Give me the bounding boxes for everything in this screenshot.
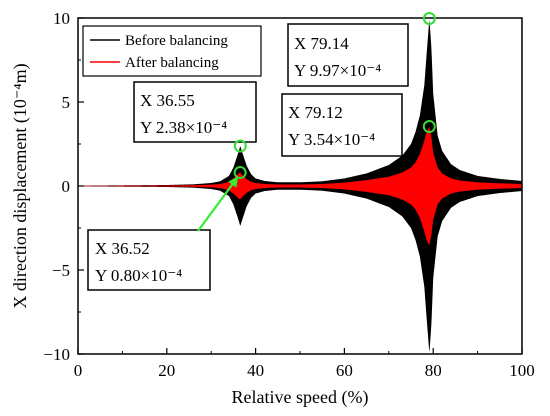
annotation-y-label: Y 2.38×10⁻⁴	[140, 118, 227, 137]
annotation-arrow	[197, 175, 240, 232]
annotation-box	[87, 229, 211, 291]
annotation-y-label: Y 3.54×10⁻⁴	[288, 130, 375, 149]
legend-label-before: Before balancing	[125, 33, 228, 49]
x-axis-label: Relative speed (%)	[232, 387, 369, 408]
x-tick-label: 100	[509, 361, 535, 380]
annotation-box	[133, 81, 257, 143]
y-axis-label: X direction displacement (10⁻⁴m)	[10, 63, 31, 308]
annotation-box	[281, 93, 403, 157]
x-tick-label: 40	[247, 361, 264, 380]
axis-ticks: 0 20 40 60 80 100 10 5 0 −5 −10	[43, 9, 534, 380]
peak-marker	[422, 12, 436, 26]
annotation-box	[287, 23, 409, 87]
annotation-peak2-after: X 79.12 Y 3.54×10⁻⁴	[281, 93, 403, 157]
peak-markers	[197, 12, 436, 232]
annotation-x-label: X 36.55	[140, 91, 195, 110]
annotation-x-label: X 79.14	[294, 34, 349, 53]
annotation-peak1-after: X 36.52 Y 0.80×10⁻⁴	[87, 229, 211, 291]
legend-label-after: After balancing	[125, 55, 219, 71]
annotation-x-label: X 36.52	[95, 239, 150, 258]
y-tick-label: 0	[62, 177, 71, 196]
annotation-peak2-before: X 79.14 Y 9.97×10⁻⁴	[287, 23, 409, 87]
series-after-balancing	[78, 126, 522, 246]
peak-marker	[233, 139, 247, 153]
x-tick-label: 60	[336, 361, 353, 380]
annotation-y-label: Y 9.97×10⁻⁴	[294, 61, 381, 80]
x-tick-label: 80	[425, 361, 442, 380]
annotation-y-label: Y 0.80×10⁻⁴	[95, 266, 182, 285]
annotation-arrowhead	[228, 176, 239, 188]
peak-marker	[233, 166, 247, 180]
legend-box	[82, 25, 262, 77]
annotation-peak1-before: X 36.55 Y 2.38×10⁻⁴	[133, 81, 257, 143]
y-tick-label: 5	[62, 93, 71, 112]
annotation-x-label: X 79.12	[288, 103, 343, 122]
y-tick-label: 10	[53, 9, 70, 28]
y-tick-label: −5	[52, 261, 70, 280]
peak-marker	[422, 120, 436, 134]
x-tick-label: 20	[158, 361, 175, 380]
x-tick-label: 0	[74, 361, 83, 380]
y-tick-label: −10	[43, 345, 70, 364]
legend: Before balancing After balancing	[82, 25, 262, 77]
